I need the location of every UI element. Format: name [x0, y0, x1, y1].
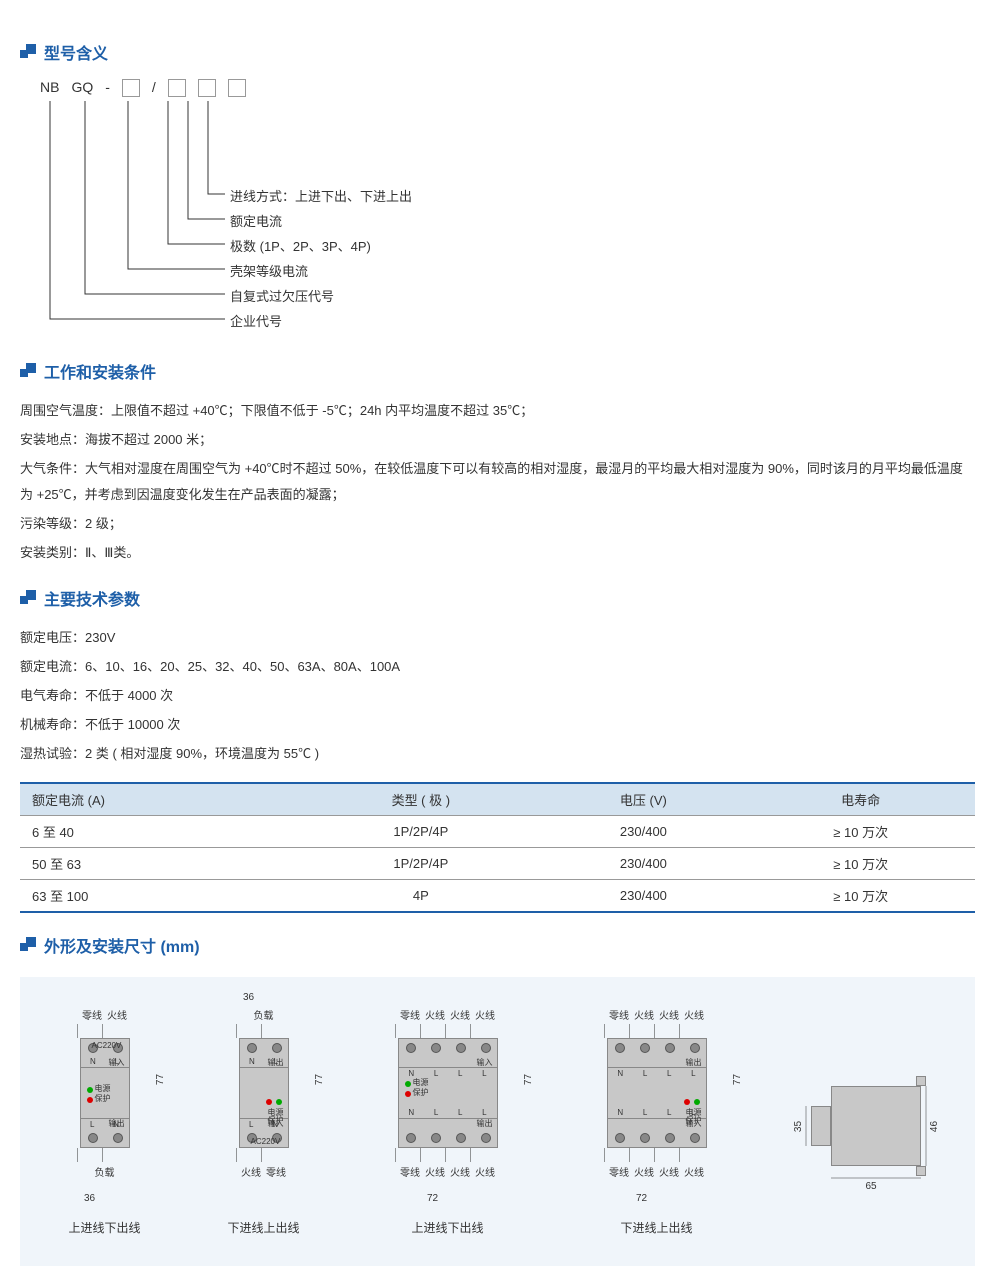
table-cell: ≥ 10 万次	[746, 816, 975, 848]
specs-list: 额定电压：230V 额定电流：6、10、16、20、25、32、40、50、63…	[20, 625, 975, 767]
table-cell: 230/400	[540, 848, 746, 880]
table-header: 电寿命	[746, 783, 975, 816]
conditions-list: 周围空气温度：上限值不超过 +40℃；下限值不低于 -5℃；24h 内平均温度不…	[20, 398, 975, 566]
condition-item: 大气条件：大气相对湿度在周围空气为 +40℃时不超过 50%，在较低温度下可以有…	[20, 456, 975, 508]
model-label: 企业代号	[230, 311, 282, 330]
table-header: 电压 (V)	[540, 783, 746, 816]
table-row: 6 至 401P/2P/4P230/400≥ 10 万次	[20, 816, 975, 848]
model-diagram: NB GQ - / 进线方式：上进下出、下进上出 额定电流 极数 (1P、2P、…	[40, 79, 975, 339]
dimensions-area: 零线火线 NLLN 电源 保护 AC220V 输入 输出 77 负载 36 上进…	[20, 977, 975, 1266]
table-header: 类型 ( 极 )	[301, 783, 540, 816]
spec-item: 电气寿命：不低于 4000 次	[20, 683, 975, 709]
spec-item: 湿热试验：2 类 ( 相对湿度 90%，环境温度为 55℃ )	[20, 741, 975, 767]
table-cell: ≥ 10 万次	[746, 880, 975, 913]
section-title: 工作和安装条件	[44, 359, 156, 383]
dimension-drawing: 负载 36 NLLN 电源 保护 AC220V 输出 输入 77 火线零线 下进…	[224, 1007, 304, 1236]
table-cell: 4P	[301, 880, 540, 913]
table-cell: 1P/2P/4P	[301, 816, 540, 848]
square-icon	[20, 937, 36, 953]
dimension-drawing: 35 46 65	[801, 1066, 931, 1236]
square-icon	[20, 44, 36, 60]
spec-item: 额定电压：230V	[20, 625, 975, 651]
section-header-model: 型号含义	[20, 40, 975, 64]
table-row: 50 至 631P/2P/4P230/400≥ 10 万次	[20, 848, 975, 880]
table-header-row: 额定电流 (A) 类型 ( 极 ) 电压 (V) 电寿命	[20, 783, 975, 816]
table-cell: ≥ 10 万次	[746, 848, 975, 880]
table-cell: 6 至 40	[20, 816, 301, 848]
table-cell: 1P/2P/4P	[301, 848, 540, 880]
spec-table: 额定电流 (A) 类型 ( 极 ) 电压 (V) 电寿命 6 至 401P/2P…	[20, 782, 975, 913]
section-title: 主要技术参数	[44, 586, 140, 610]
spec-item: 额定电流：6、10、16、20、25、32、40、50、63A、80A、100A	[20, 654, 975, 680]
table-cell: 63 至 100	[20, 880, 301, 913]
section-header-dimensions: 外形及安装尺寸 (mm)	[20, 933, 975, 957]
condition-item: 安装类别：Ⅱ、Ⅲ类。	[20, 540, 975, 566]
model-label: 壳架等级电流	[230, 261, 308, 280]
model-label: 自复式过欠压代号	[230, 286, 334, 305]
dimension-drawing: 零线火线火线火线 NLLLNLLL 电源 保护 输出 输入 77 零线火线火线火…	[592, 1007, 722, 1236]
square-icon	[20, 590, 36, 606]
table-cell: 230/400	[540, 880, 746, 913]
model-label: 极数 (1P、2P、3P、4P)	[230, 236, 371, 255]
section-header-conditions: 工作和安装条件	[20, 359, 975, 383]
model-label: 进线方式：上进下出、下进上出	[230, 186, 412, 205]
table-header: 额定电流 (A)	[20, 783, 301, 816]
table-row: 63 至 1004P230/400≥ 10 万次	[20, 880, 975, 913]
spec-item: 机械寿命：不低于 10000 次	[20, 712, 975, 738]
section-header-specs: 主要技术参数	[20, 586, 975, 610]
square-icon	[20, 363, 36, 379]
section-title: 型号含义	[44, 40, 108, 64]
model-label: 额定电流	[230, 211, 282, 230]
table-cell: 230/400	[540, 816, 746, 848]
condition-item: 安装地点：海拔不超过 2000 米；	[20, 427, 975, 453]
table-cell: 50 至 63	[20, 848, 301, 880]
dimension-drawing: 零线火线 NLLN 电源 保护 AC220V 输入 输出 77 负载 36 上进…	[65, 1007, 145, 1236]
dimension-drawing: 零线火线火线火线 NLLLNLLL 电源 保护 输入 输出 77 零线火线火线火…	[383, 1007, 513, 1236]
section-title: 外形及安装尺寸 (mm)	[44, 933, 200, 957]
condition-item: 污染等级：2 级；	[20, 511, 975, 537]
condition-item: 周围空气温度：上限值不超过 +40℃；下限值不低于 -5℃；24h 内平均温度不…	[20, 398, 975, 424]
